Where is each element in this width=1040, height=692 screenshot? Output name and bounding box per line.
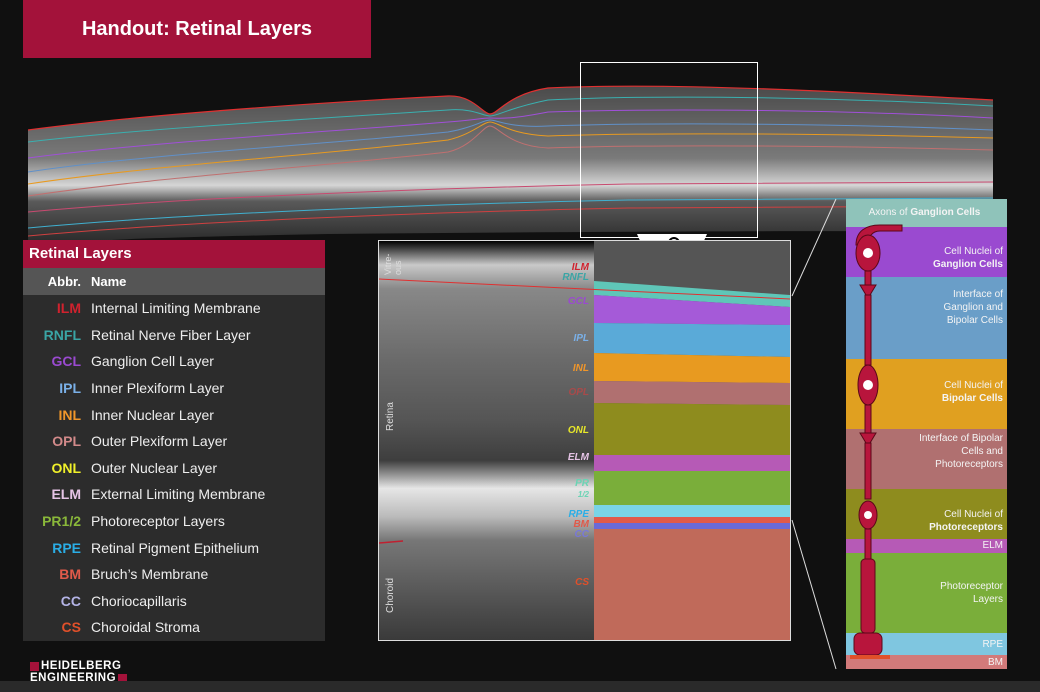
legend-abbr: OPL <box>52 433 81 450</box>
tag-cc: CC <box>574 529 589 540</box>
onl-description: Cell Nuclei of Photoreceptors <box>929 508 1003 534</box>
legend-abbr: IPL <box>59 380 81 397</box>
neuron-chain-illustration <box>850 224 903 659</box>
legend-abbr: RNFL <box>43 326 81 343</box>
inl-line1: Cell Nuclei of <box>944 380 1003 391</box>
legend-abbr: ONL <box>51 459 81 476</box>
oct-scan-image <box>28 85 993 246</box>
legend-column-headers: Abbr. Name <box>23 268 325 295</box>
opl-line3: Photoreceptors <box>935 459 1003 470</box>
legend-abbr: CS <box>61 619 81 636</box>
legend-row: ILM Internal Limiting Membrane <box>23 295 325 322</box>
gcl-description: Cell Nuclei of Ganglion Cells <box>933 245 1003 271</box>
legend-name: Photoreceptor Layers <box>91 513 225 530</box>
axons-label-prefix: Axons of <box>868 207 911 218</box>
gcl-line2: Ganglion Cells <box>932 259 1003 270</box>
ipl-line1: Interface of <box>952 289 1003 300</box>
pr-description: Photoreceptor Layers <box>940 580 1003 606</box>
inl-line2: Bipolar Cells <box>941 393 1003 404</box>
logo-line1: HEIDELBERG <box>41 660 122 672</box>
legend-heading: Retinal Layers <box>23 240 325 268</box>
pr-line1: Photoreceptor <box>940 581 1003 592</box>
legend-row: BM Bruch’s Membrane <box>23 561 325 588</box>
tag-elm: ELM <box>567 452 589 463</box>
ipl-description: Interface of Ganglion and Bipolar Cells <box>944 288 1004 327</box>
onl-line1: Cell Nuclei of <box>944 509 1003 520</box>
onl-line2: Photoreceptors <box>929 522 1003 533</box>
legend-row: PR1/2 Photoreceptor Layers <box>23 508 325 535</box>
legend-row: CC Choriocapillaris <box>23 588 325 615</box>
legend-row: ONL Outer Nuclear Layer <box>23 455 325 482</box>
legend-name: Retinal Nerve Fiber Layer <box>91 326 251 343</box>
legend-name: External Limiting Membrane <box>91 486 266 503</box>
legend-abbr: INL <box>58 406 81 423</box>
axons-label-bold: Ganglion Cells <box>910 207 981 218</box>
ipl-line2: Ganglion and <box>943 302 1004 313</box>
legend-name: Inner Nuclear Layer <box>91 406 214 423</box>
opl-line1: Interface of Bipolar <box>919 433 1003 444</box>
legend-name: Choriocapillaris <box>91 592 187 609</box>
legend-name: Choroidal Stroma <box>91 619 200 636</box>
legend-row: INL Inner Nuclear Layer <box>23 401 325 428</box>
legend-name: Inner Plexiform Layer <box>91 380 225 397</box>
legend-name: Retinal Pigment Epithelium <box>91 539 260 556</box>
rpe-cell-label: RPE <box>982 639 1003 650</box>
column-name: Name <box>91 274 127 289</box>
ipl-line3: Bipolar Cells <box>946 315 1003 326</box>
inl-description: Cell Nuclei of Bipolar Cells <box>942 379 1003 405</box>
legend-row: RNFL Retinal Nerve Fiber Layer <box>23 322 325 349</box>
zoomed-oct-panel: Vitre- ous Retina Choroid ILM RNFL GCL I… <box>378 240 791 641</box>
bm-cell-label: BM <box>988 657 1003 668</box>
opl-description: Interface of Bipolar Cells and Photorece… <box>919 432 1003 471</box>
legend-row: RPE Retinal Pigment Epithelium <box>23 534 325 561</box>
tag-ipl: IPL <box>573 333 589 344</box>
legend-row: ELM External Limiting Membrane <box>23 481 325 508</box>
legend-name: Ganglion Cell Layer <box>91 353 214 370</box>
retinal-layers-legend: Retinal Layers Abbr. Name ILM Internal Li… <box>23 240 325 641</box>
opl-line2: Cells and <box>961 446 1003 457</box>
elm-cell-label: ELM <box>982 540 1003 551</box>
axons-label: Axons of Ganglion Cells <box>846 206 1003 219</box>
legend-row: CS Choroidal Stroma <box>23 614 325 641</box>
legend-row: IPL Inner Plexiform Layer <box>23 375 325 402</box>
tag-rnfl: RNFL <box>562 272 589 283</box>
gcl-line1: Cell Nuclei of <box>944 246 1003 257</box>
legend-abbr: RPE <box>52 539 81 556</box>
tag-onl: ONL <box>567 425 589 436</box>
pr-line2: Layers <box>972 594 1003 605</box>
legend-abbr: BM <box>59 566 81 583</box>
tag-pr: PR <box>575 478 589 489</box>
tag-pr-sub: 1/2 <box>577 490 589 499</box>
zoom-region-frame <box>580 62 758 238</box>
legend-abbr: ELM <box>51 486 81 503</box>
legend-abbr: PR1/2 <box>42 513 81 530</box>
tag-inl: INL <box>572 363 589 374</box>
legend-name: Outer Nuclear Layer <box>91 459 218 476</box>
legend-name: Bruch’s Membrane <box>91 566 209 583</box>
cell-diagram: Axons of Ganglion Cells Cell Nuclei of G… <box>846 199 1007 669</box>
tag-gcl: GCL <box>567 296 589 307</box>
legend-name: Outer Plexiform Layer <box>91 433 228 450</box>
tag-opl: OPL <box>568 387 589 398</box>
tag-bm: BM <box>573 519 589 530</box>
legend-row: OPL Outer Plexiform Layer <box>23 428 325 455</box>
heidelberg-logo: HEIDELBERG ENGINEERING <box>30 660 150 692</box>
cell-nuclei <box>863 248 873 519</box>
legend-row: GCL Ganglion Cell Layer <box>23 348 325 375</box>
legend-name: Internal Limiting Membrane <box>91 300 261 317</box>
tag-cs: CS <box>575 577 589 588</box>
legend-abbr: GCL <box>51 353 81 370</box>
legend-abbr: ILM <box>56 300 81 317</box>
legend-abbr: CC <box>60 592 81 609</box>
tag-rpe: RPE <box>568 509 589 520</box>
tag-ilm: ILM <box>571 262 589 273</box>
footer-bar <box>0 681 1040 692</box>
column-abbr: Abbr. <box>47 274 81 289</box>
page-title: Handout: Retinal Layers <box>23 0 371 58</box>
